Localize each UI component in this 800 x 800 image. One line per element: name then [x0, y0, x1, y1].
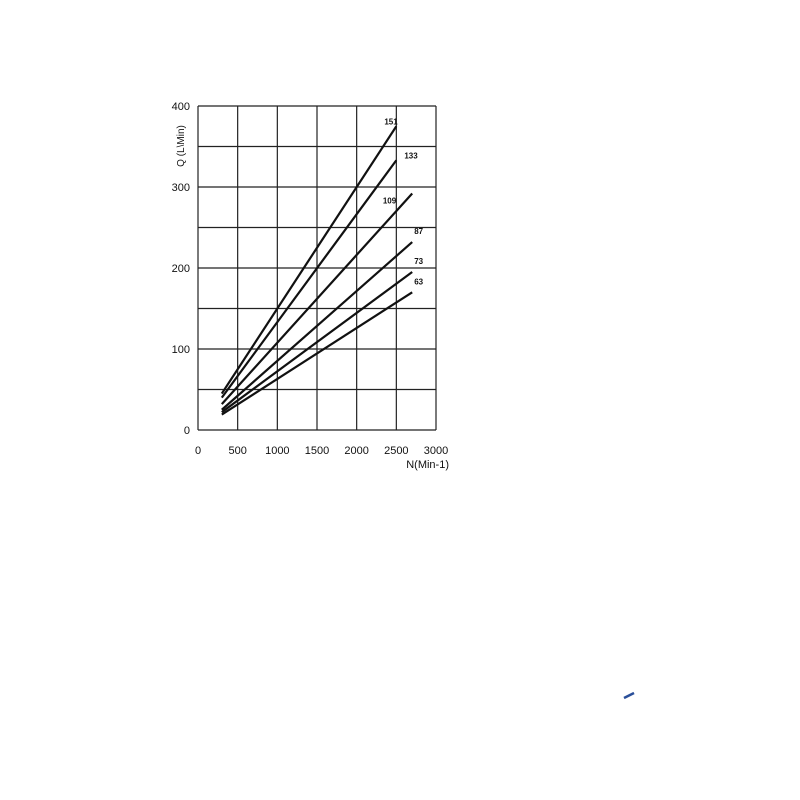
series-line-87 — [221, 241, 413, 411]
y-tick-label: 200 — [172, 263, 190, 275]
series-label: 87 — [414, 227, 423, 236]
x-tick-label: 0 — [195, 445, 201, 457]
series-label: 151 — [384, 117, 398, 126]
tick-labels: 0 500 1000 1500 2000 2500 3000 0 100 200 300 400 — [172, 101, 449, 457]
series-label: 63 — [414, 277, 423, 286]
y-axis-label: Q (L\Min) — [176, 125, 187, 167]
y-tick-label: 400 — [172, 101, 190, 113]
y-tick-label: 100 — [172, 344, 190, 356]
x-tick-label: 2000 — [344, 445, 368, 457]
series-line-133 — [220, 159, 398, 399]
series-label: 73 — [414, 257, 423, 266]
x-tick-label: 500 — [228, 445, 246, 457]
grid — [197, 105, 437, 431]
stray-mark — [623, 691, 635, 700]
series-line-151 — [220, 125, 398, 395]
x-tick-label: 1500 — [305, 445, 329, 457]
series-line-73 — [221, 271, 413, 414]
x-tick-label: 3000 — [424, 445, 448, 457]
x-axis-label: N(Min-1) — [406, 459, 449, 471]
y-tick-label: 0 — [184, 425, 190, 437]
x-tick-label: 2500 — [384, 445, 408, 457]
series-label: 133 — [404, 151, 418, 160]
series-labels: 151 133 109 87 73 63 — [383, 117, 424, 286]
series-label: 109 — [383, 196, 397, 205]
x-tick-label: 1000 — [265, 445, 289, 457]
series-line-63 — [221, 291, 413, 416]
series-line-109 — [220, 192, 414, 405]
series-lines — [220, 125, 414, 416]
y-tick-label: 300 — [172, 182, 190, 194]
